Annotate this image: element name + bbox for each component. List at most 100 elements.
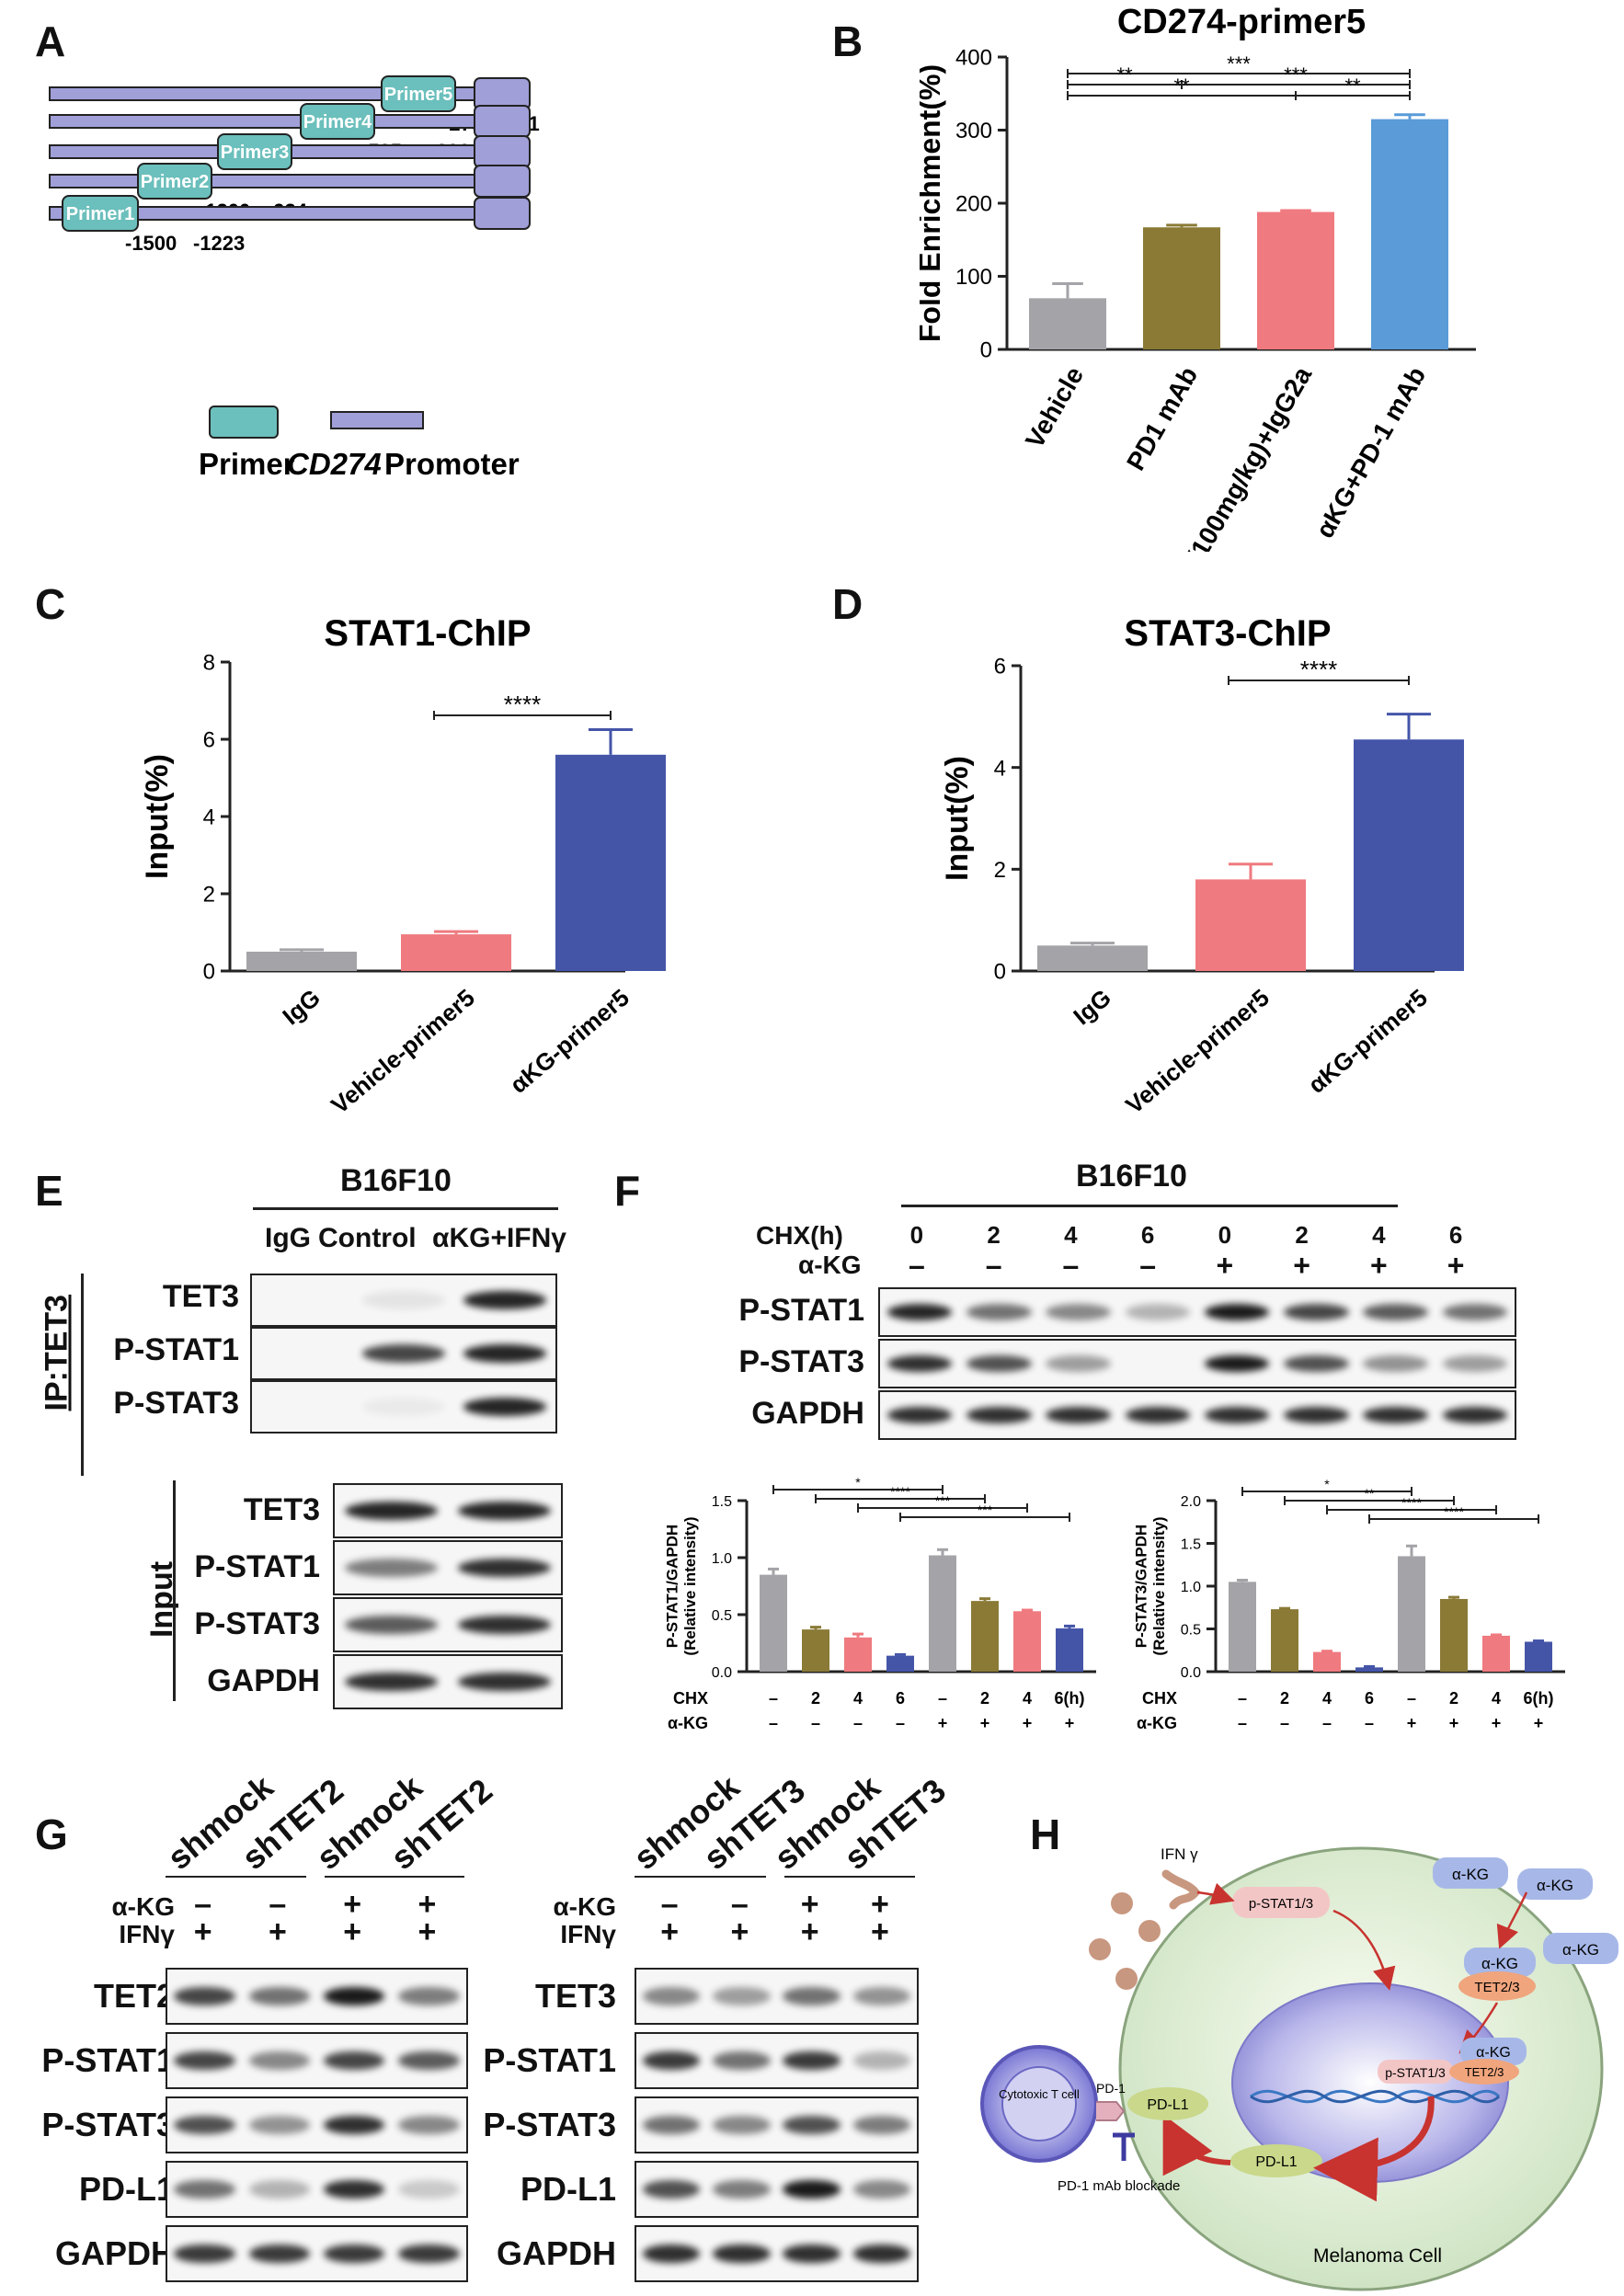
band [852, 1986, 911, 2006]
promoter-end-box [474, 105, 531, 138]
e-input-blot [333, 1597, 563, 1652]
svg-text:α-KG: α-KG [1562, 1941, 1599, 1959]
band [642, 2115, 701, 2135]
significance-stars: ** [1344, 74, 1361, 97]
band [713, 2050, 771, 2071]
y-tick-label: 0 [980, 338, 992, 363]
g-row-label: TET2 [93, 1977, 175, 2015]
bar [1257, 211, 1334, 349]
e-input-bracket [173, 1480, 176, 1701]
dna-strand-2 [1250, 2089, 1501, 2104]
significance-stars: **** [890, 1484, 910, 1499]
chx-tick: 6(h) [1055, 1689, 1085, 1708]
y-tick-label: 0 [994, 960, 1006, 985]
pd1-label: PD-1 [1096, 2081, 1126, 2096]
f-akg-value: + [1216, 1249, 1234, 1282]
e-input-row-label: GAPDH [207, 1663, 320, 1698]
band [174, 1986, 235, 2006]
f-chx-value: 6 [1140, 1221, 1155, 1249]
f-chx-value: 2 [987, 1221, 1001, 1249]
e-col-igg: IgG [265, 1223, 311, 1253]
g-ifn-value: + [800, 1914, 819, 1949]
tet-cyto: TET2/3 [1458, 1971, 1536, 2001]
chx-tick: 4 [1322, 1689, 1332, 1708]
band [642, 2244, 701, 2264]
pstat-cyto: p-STAT1/3 [1232, 1887, 1330, 1918]
bar [555, 754, 666, 971]
bar [1440, 1598, 1468, 1672]
akg-molecule-cyto: α-KG [1464, 1948, 1536, 1977]
g-blot [166, 2161, 468, 2218]
band [1442, 1355, 1508, 1372]
akg-molecule-3: α-KG [1543, 1933, 1618, 1964]
e-col-akg-ifng: αKG+IFNγ [432, 1223, 566, 1253]
primer-name: Primer3 [221, 143, 290, 163]
f-chx-value: 4 [1372, 1221, 1386, 1249]
significance-stars: **** [1444, 1504, 1464, 1519]
band [1363, 1304, 1428, 1320]
g-akg-label: α-KG [111, 1892, 175, 1921]
band [713, 2115, 771, 2135]
y-tick-label: 0.0 [1181, 1665, 1201, 1681]
g-ifn-value: + [417, 1914, 437, 1949]
tet-nuc: TET2/3 [1449, 2059, 1519, 2085]
g-row-label: GAPDH [54, 2234, 175, 2272]
g-ifn-value: + [193, 1914, 212, 1949]
akg-tick: + [938, 1714, 948, 1732]
y-tick-label: 1.0 [712, 1551, 732, 1567]
y-tick-label: 200 [955, 192, 992, 217]
bar [1195, 879, 1306, 971]
panel-f-blot: B16F10 CHX(h) α-KG 0–2–4–6–0 +2 +4 +6 + P-ST… [644, 1159, 1618, 1453]
promoter-bar [49, 114, 483, 129]
band [345, 1558, 438, 1578]
y-tick-label: 6 [994, 655, 1006, 680]
e-ip-blot [250, 1274, 557, 1327]
band [966, 1304, 1032, 1320]
g-akg-value: + [800, 1887, 819, 1922]
promoter-bar [49, 174, 483, 188]
primer-name: Primer2 [141, 172, 210, 192]
akg-row-label: α-KG [668, 1714, 708, 1732]
f-chx-value: 6 [1448, 1221, 1463, 1249]
significance-stars: * [855, 1475, 861, 1490]
y-tick-label: 2 [994, 858, 1006, 883]
blockade-symbol [1113, 2132, 1135, 2161]
primer-start: -1500 [125, 232, 177, 255]
band [323, 2115, 385, 2135]
panel-g-left: shmock shTET2 shmock shTET2 α-KG IFNγ – + – + + + + +… [28, 1738, 499, 2290]
band [1442, 1304, 1508, 1320]
t-cell-label: Cytotoxic T cell [999, 2087, 1080, 2101]
bar [1037, 945, 1148, 971]
svg-text:p-STAT1/3: p-STAT1/3 [1249, 1896, 1313, 1912]
band [458, 1558, 551, 1578]
promoter-end-box [474, 77, 531, 110]
g-akg-value: – [194, 1887, 212, 1922]
category-label: αKG-primer5 [1303, 984, 1433, 1099]
primer-box [137, 163, 212, 200]
g-ifn-label: IFNγ [119, 1920, 175, 1948]
arrow-akg-uptake [1496, 1891, 1528, 1949]
y-tick-label: 8 [203, 651, 215, 676]
e-input-row-label: P-STAT3 [194, 1606, 320, 1641]
f-akg-value: + [1447, 1249, 1465, 1282]
y-tick-label: 0.0 [712, 1665, 732, 1681]
band [345, 1672, 438, 1692]
category-label: Vehicle-primer5 [326, 984, 480, 1119]
band [323, 1986, 385, 2006]
e-ip-bracket [81, 1274, 84, 1476]
band [345, 1501, 438, 1521]
g-ifn-value: + [343, 1914, 362, 1949]
band [458, 1615, 551, 1635]
svg-text:TET2/3: TET2/3 [1474, 1980, 1519, 1995]
band [398, 2050, 460, 2071]
akg-molecule-2: α-KG [1517, 1868, 1593, 1900]
panel-label-d: D [832, 580, 863, 628]
bar [1371, 119, 1448, 349]
e-input-blot [333, 1483, 563, 1538]
svg-text:PD-L1: PD-L1 [1255, 2154, 1297, 2170]
band [1442, 1407, 1508, 1423]
akg-tick: + [1065, 1714, 1075, 1732]
chart-d: STAT3-ChIP 0 2 4 6 Input(%) IgG Vehicle-primer5… [940, 613, 1464, 1119]
g-row-label: P-STAT3 [483, 2106, 616, 2143]
band [361, 1291, 446, 1309]
